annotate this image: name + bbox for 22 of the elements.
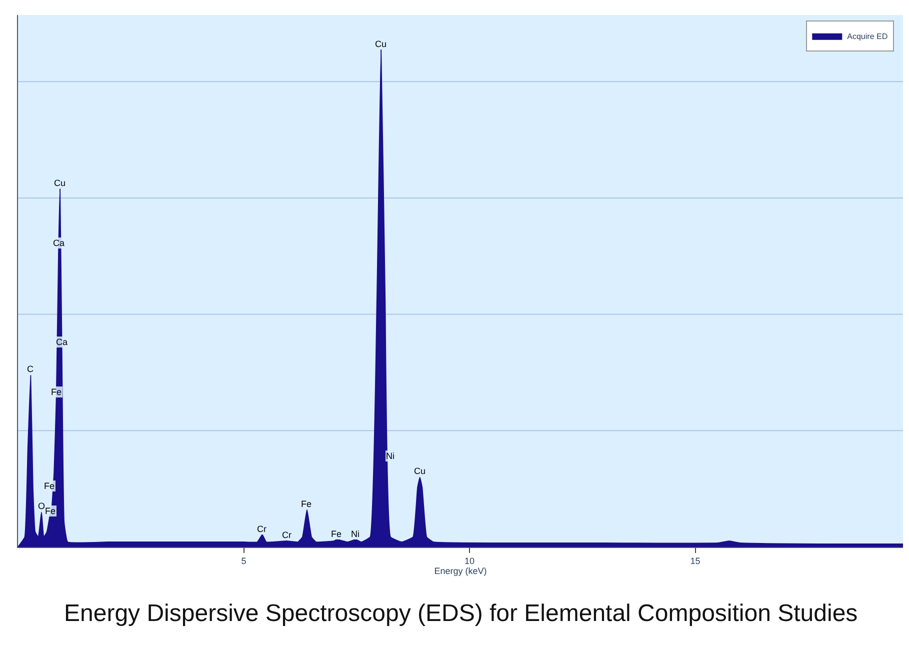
annotation: Fe [331, 529, 342, 539]
annotation: Fe [301, 499, 312, 509]
annotation: Ca [53, 238, 65, 248]
annotation: Ni [351, 529, 360, 539]
annotation: Cu [375, 39, 387, 49]
annotation: Fe [44, 481, 55, 491]
annotation: O [38, 501, 46, 511]
annotation: Fe [51, 387, 62, 397]
annotation: C [27, 364, 34, 374]
x-tick-label: 15 [690, 556, 700, 566]
annotation: Cr [257, 524, 266, 534]
annotation: Cu [414, 466, 426, 476]
legend-label: Acquire ED [847, 32, 888, 41]
annotation: Ca [56, 337, 68, 347]
x-tick-label: 10 [464, 556, 475, 566]
x-tick-label: 5 [241, 556, 246, 566]
text: Energy Dispersive Spectroscopy (EDS) for Elemental Composition Studies [64, 600, 858, 627]
x-axis-title: Energy (keV) [434, 566, 487, 576]
annotation: Cu [54, 178, 66, 188]
annotation: Ni [386, 451, 394, 461]
annotation: Cr [282, 530, 292, 540]
annotation: Fe [45, 506, 56, 516]
